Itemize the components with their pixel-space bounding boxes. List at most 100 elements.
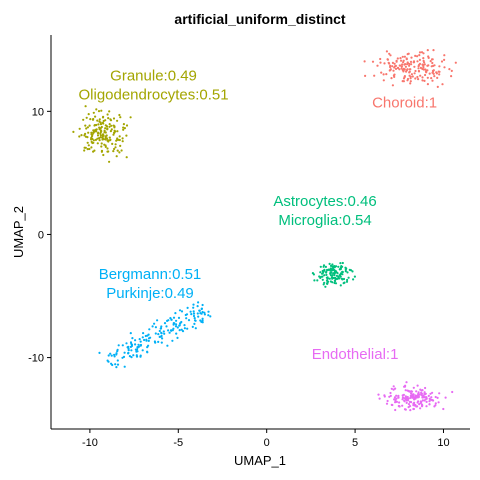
data-point — [114, 363, 117, 366]
data-point — [122, 355, 126, 358]
data-point — [88, 124, 91, 127]
data-point — [86, 148, 89, 151]
data-point — [163, 322, 167, 325]
data-point — [406, 77, 410, 81]
data-point — [101, 116, 105, 119]
data-point — [415, 405, 418, 408]
cluster-labels-layer: Choroid:1 Granule:0.49 Oligodendrocytes:0.… — [78, 68, 437, 363]
data-point — [197, 315, 200, 318]
data-point — [323, 281, 326, 284]
data-point — [118, 113, 121, 117]
data-point — [203, 311, 206, 314]
data-point — [330, 276, 334, 279]
data-point — [109, 130, 112, 133]
data-point — [403, 68, 406, 71]
data-point — [401, 398, 404, 401]
data-point — [145, 339, 148, 342]
data-point — [387, 61, 390, 64]
data-point — [409, 409, 412, 412]
data-point — [385, 73, 388, 76]
data-point — [87, 144, 90, 147]
data-point — [321, 269, 324, 273]
data-point — [326, 282, 329, 285]
data-point — [334, 270, 337, 273]
data-point — [373, 74, 376, 77]
data-point — [98, 139, 101, 142]
data-point — [436, 76, 439, 79]
data-point — [180, 320, 183, 324]
data-point — [402, 69, 405, 72]
data-point — [417, 400, 420, 403]
data-point — [410, 63, 413, 66]
data-point — [430, 58, 434, 61]
data-point — [117, 344, 120, 347]
data-point — [130, 349, 133, 352]
data-point — [413, 401, 416, 404]
data-point — [429, 398, 432, 401]
data-point — [183, 324, 186, 327]
data-point — [417, 70, 421, 73]
data-point — [408, 64, 411, 67]
y-ticks: -10 0 10 — [28, 106, 51, 365]
data-point — [443, 54, 446, 57]
data-point — [108, 136, 111, 139]
data-point — [428, 400, 431, 403]
data-point — [109, 118, 112, 121]
data-point — [396, 66, 400, 69]
data-point — [325, 268, 329, 272]
data-point — [95, 108, 98, 111]
data-point — [100, 149, 104, 152]
x-tick-label: -10 — [82, 437, 98, 449]
data-point — [391, 65, 394, 68]
data-point — [128, 355, 131, 358]
data-point — [334, 282, 338, 285]
data-point — [130, 343, 134, 346]
data-point — [408, 70, 411, 73]
data-point — [104, 144, 107, 147]
data-point — [417, 67, 420, 70]
data-point — [110, 128, 113, 131]
data-point — [341, 273, 344, 276]
data-point — [411, 75, 414, 78]
data-point — [137, 345, 140, 348]
data-point — [88, 147, 91, 151]
data-point — [392, 385, 395, 388]
data-point — [410, 401, 413, 404]
data-point — [401, 55, 404, 58]
cluster-points-5 — [377, 381, 454, 412]
data-point — [394, 64, 397, 67]
data-point — [414, 54, 417, 58]
data-point — [175, 332, 178, 335]
data-point — [201, 303, 204, 307]
data-point — [403, 399, 406, 402]
data-point — [403, 397, 406, 400]
data-point — [92, 139, 95, 142]
data-point — [116, 130, 119, 133]
data-point — [389, 54, 392, 57]
data-point — [326, 280, 329, 283]
cluster-label-line: Oligodendrocytes:0.51 — [78, 87, 228, 104]
data-point — [395, 59, 398, 62]
data-point — [104, 124, 107, 127]
data-point — [87, 131, 90, 134]
data-point — [378, 397, 381, 400]
data-point — [157, 333, 160, 336]
data-point — [398, 68, 401, 71]
data-point — [430, 65, 433, 68]
data-point — [394, 67, 398, 70]
data-point — [111, 142, 114, 145]
data-point — [431, 79, 434, 82]
data-point — [93, 124, 96, 127]
data-point — [443, 66, 446, 69]
data-point — [90, 135, 94, 138]
data-point — [108, 139, 112, 142]
data-point — [96, 137, 99, 140]
data-point — [339, 284, 342, 287]
data-point — [334, 276, 337, 279]
data-point — [395, 394, 398, 397]
data-point — [430, 396, 433, 399]
data-point — [160, 332, 163, 335]
data-point — [157, 340, 160, 343]
data-point — [159, 327, 163, 330]
data-point — [104, 119, 107, 122]
